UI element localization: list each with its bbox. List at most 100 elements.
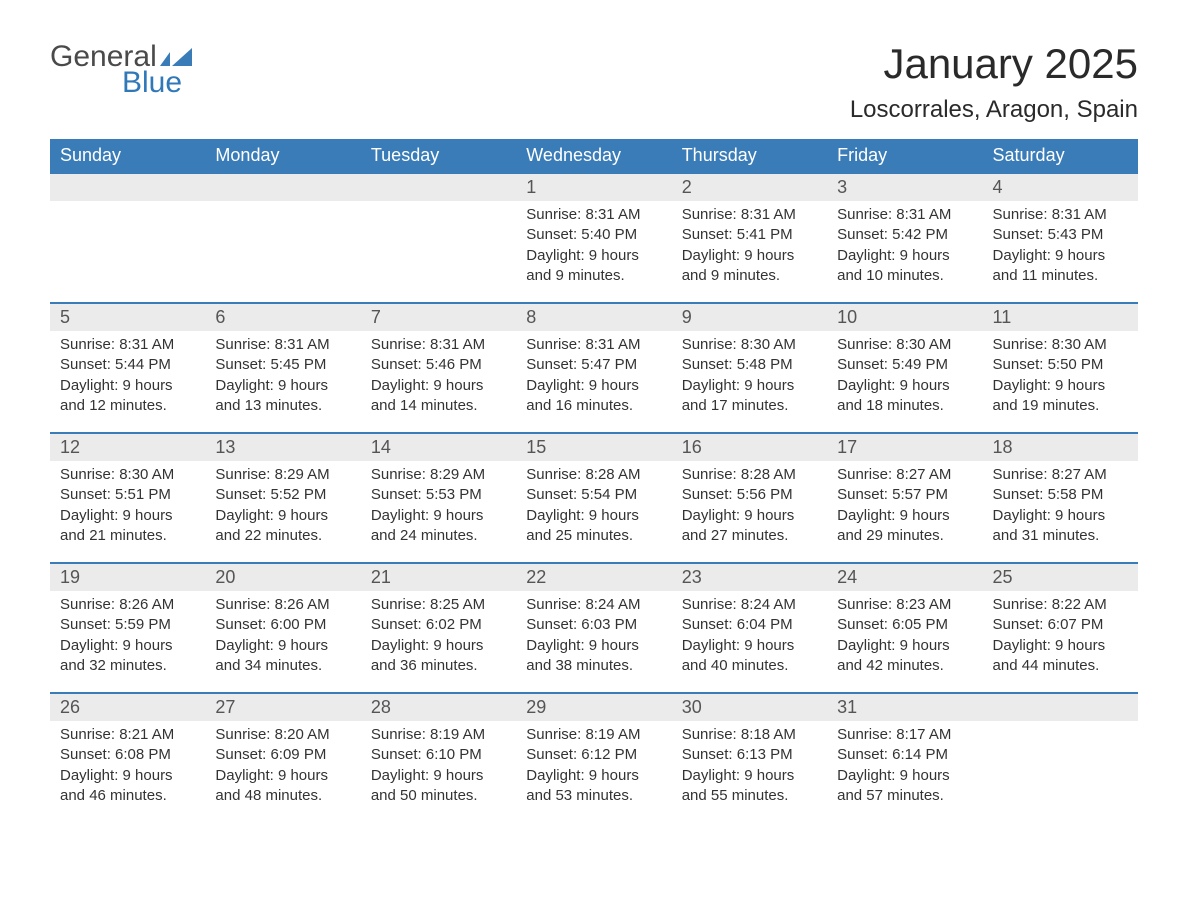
day-number: 14 xyxy=(361,434,516,461)
daylight-text-2: and 14 minutes. xyxy=(371,396,506,416)
day-number: 3 xyxy=(827,174,982,201)
daylight-text: Daylight: 9 hours xyxy=(993,636,1128,656)
sunset-text: Sunset: 5:49 PM xyxy=(837,355,972,375)
day-number: 1 xyxy=(516,174,671,201)
day-content: Sunrise: 8:24 AMSunset: 6:03 PMDaylight:… xyxy=(516,591,671,690)
day-cell: 6Sunrise: 8:31 AMSunset: 5:45 PMDaylight… xyxy=(205,304,360,432)
sunset-text: Sunset: 5:48 PM xyxy=(682,355,817,375)
daylight-text: Daylight: 9 hours xyxy=(371,506,506,526)
sunrise-text: Sunrise: 8:31 AM xyxy=(526,335,661,355)
day-number: 28 xyxy=(361,694,516,721)
sunset-text: Sunset: 5:57 PM xyxy=(837,485,972,505)
day-cell xyxy=(50,174,205,302)
location-text: Loscorrales, Aragon, Spain xyxy=(850,96,1138,124)
sunset-text: Sunset: 6:13 PM xyxy=(682,745,817,765)
day-number: 15 xyxy=(516,434,671,461)
day-content: Sunrise: 8:21 AMSunset: 6:08 PMDaylight:… xyxy=(50,721,205,820)
day-number: 8 xyxy=(516,304,671,331)
day-header: Thursday xyxy=(672,139,827,172)
day-cell: 23Sunrise: 8:24 AMSunset: 6:04 PMDayligh… xyxy=(672,564,827,692)
sunset-text: Sunset: 5:40 PM xyxy=(526,225,661,245)
daylight-text: Daylight: 9 hours xyxy=(682,376,817,396)
empty-day-bar xyxy=(983,694,1138,721)
day-content: Sunrise: 8:24 AMSunset: 6:04 PMDaylight:… xyxy=(672,591,827,690)
daylight-text-2: and 9 minutes. xyxy=(682,266,817,286)
day-cell xyxy=(361,174,516,302)
calendar-table: SundayMondayTuesdayWednesdayThursdayFrid… xyxy=(50,139,1138,822)
day-content: Sunrise: 8:31 AMSunset: 5:42 PMDaylight:… xyxy=(827,201,982,300)
day-number: 24 xyxy=(827,564,982,591)
sunset-text: Sunset: 6:00 PM xyxy=(215,615,350,635)
day-content: Sunrise: 8:29 AMSunset: 5:52 PMDaylight:… xyxy=(205,461,360,560)
day-cell: 31Sunrise: 8:17 AMSunset: 6:14 PMDayligh… xyxy=(827,694,982,822)
sunrise-text: Sunrise: 8:26 AM xyxy=(215,595,350,615)
day-content: Sunrise: 8:31 AMSunset: 5:43 PMDaylight:… xyxy=(983,201,1138,300)
month-title: January 2025 xyxy=(850,40,1138,88)
daylight-text: Daylight: 9 hours xyxy=(60,766,195,786)
daylight-text-2: and 12 minutes. xyxy=(60,396,195,416)
week-row: 12Sunrise: 8:30 AMSunset: 5:51 PMDayligh… xyxy=(50,432,1138,562)
day-header: Wednesday xyxy=(516,139,671,172)
day-cell: 20 Sunrise: 8:26 AMSunset: 6:00 PMDayligh… xyxy=(205,564,360,692)
day-content: Sunrise: 8:31 AMSunset: 5:44 PMDaylight:… xyxy=(50,331,205,430)
sunrise-text: Sunrise: 8:31 AM xyxy=(60,335,195,355)
day-content: Sunrise: 8:27 AMSunset: 5:58 PMDaylight:… xyxy=(983,461,1138,560)
day-cell: 9Sunrise: 8:30 AMSunset: 5:48 PMDaylight… xyxy=(672,304,827,432)
daylight-text-2: and 16 minutes. xyxy=(526,396,661,416)
day-cell: 16Sunrise: 8:28 AMSunset: 5:56 PMDayligh… xyxy=(672,434,827,562)
sunrise-text: Sunrise: 8:31 AM xyxy=(993,205,1128,225)
day-number: 21 xyxy=(361,564,516,591)
sunrise-text: Sunrise: 8:19 AM xyxy=(526,725,661,745)
day-cell: 15 Sunrise: 8:28 AMSunset: 5:54 PMDayligh… xyxy=(516,434,671,562)
day-content: Sunrise: 8:19 AMSunset: 6:12 PMDaylight:… xyxy=(516,721,671,820)
sunrise-text: Sunrise: 8:23 AM xyxy=(837,595,972,615)
sunrise-text: Sunrise: 8:28 AM xyxy=(682,465,817,485)
daylight-text-2: and 10 minutes. xyxy=(837,266,972,286)
sunset-text: Sunset: 5:42 PM xyxy=(837,225,972,245)
day-cell: 19Sunrise: 8:26 AMSunset: 5:59 PMDayligh… xyxy=(50,564,205,692)
day-cell: 7Sunrise: 8:31 AMSunset: 5:46 PMDaylight… xyxy=(361,304,516,432)
daylight-text: Daylight: 9 hours xyxy=(60,506,195,526)
sunrise-text: Sunrise: 8:25 AM xyxy=(371,595,506,615)
day-cell: 29Sunrise: 8:19 AMSunset: 6:12 PMDayligh… xyxy=(516,694,671,822)
day-cell xyxy=(205,174,360,302)
daylight-text: Daylight: 9 hours xyxy=(526,766,661,786)
sunset-text: Sunset: 5:46 PM xyxy=(371,355,506,375)
day-header: Sunday xyxy=(50,139,205,172)
day-content: Sunrise: 8:30 AMSunset: 5:48 PMDaylight:… xyxy=(672,331,827,430)
day-content: Sunrise: 8:30 AMSunset: 5:51 PMDaylight:… xyxy=(50,461,205,560)
daylight-text: Daylight: 9 hours xyxy=(215,506,350,526)
day-content: Sunrise: 8:26 AMSunset: 5:59 PMDaylight:… xyxy=(50,591,205,690)
day-number: 4 xyxy=(983,174,1138,201)
sunrise-text: Sunrise: 8:21 AM xyxy=(60,725,195,745)
empty-day-bar xyxy=(205,174,360,201)
daylight-text: Daylight: 9 hours xyxy=(60,636,195,656)
daylight-text: Daylight: 9 hours xyxy=(526,636,661,656)
daylight-text-2: and 44 minutes. xyxy=(993,656,1128,676)
sunrise-text: Sunrise: 8:26 AM xyxy=(60,595,195,615)
day-number: 5 xyxy=(50,304,205,331)
sunset-text: Sunset: 5:44 PM xyxy=(60,355,195,375)
day-cell: 28Sunrise: 8:19 AMSunset: 6:10 PMDayligh… xyxy=(361,694,516,822)
daylight-text-2: and 22 minutes. xyxy=(215,526,350,546)
day-number: 12 xyxy=(50,434,205,461)
sunrise-text: Sunrise: 8:18 AM xyxy=(682,725,817,745)
daylight-text: Daylight: 9 hours xyxy=(215,636,350,656)
sunrise-text: Sunrise: 8:28 AM xyxy=(526,465,661,485)
day-number: 23 xyxy=(672,564,827,591)
sunset-text: Sunset: 5:41 PM xyxy=(682,225,817,245)
day-content: Sunrise: 8:18 AMSunset: 6:13 PMDaylight:… xyxy=(672,721,827,820)
day-number: 20 xyxy=(205,564,360,591)
sunset-text: Sunset: 5:54 PM xyxy=(526,485,661,505)
sunset-text: Sunset: 6:02 PM xyxy=(371,615,506,635)
sunset-text: Sunset: 5:43 PM xyxy=(993,225,1128,245)
day-content: Sunrise: 8:31 AMSunset: 5:40 PMDaylight:… xyxy=(516,201,671,300)
day-number: 7 xyxy=(361,304,516,331)
sunset-text: Sunset: 5:56 PM xyxy=(682,485,817,505)
daylight-text-2: and 25 minutes. xyxy=(526,526,661,546)
daylight-text: Daylight: 9 hours xyxy=(526,506,661,526)
day-cell: 10Sunrise: 8:30 AMSunset: 5:49 PMDayligh… xyxy=(827,304,982,432)
day-number: 25 xyxy=(983,564,1138,591)
sunrise-text: Sunrise: 8:29 AM xyxy=(371,465,506,485)
day-content: Sunrise: 8:30 AMSunset: 5:49 PMDaylight:… xyxy=(827,331,982,430)
